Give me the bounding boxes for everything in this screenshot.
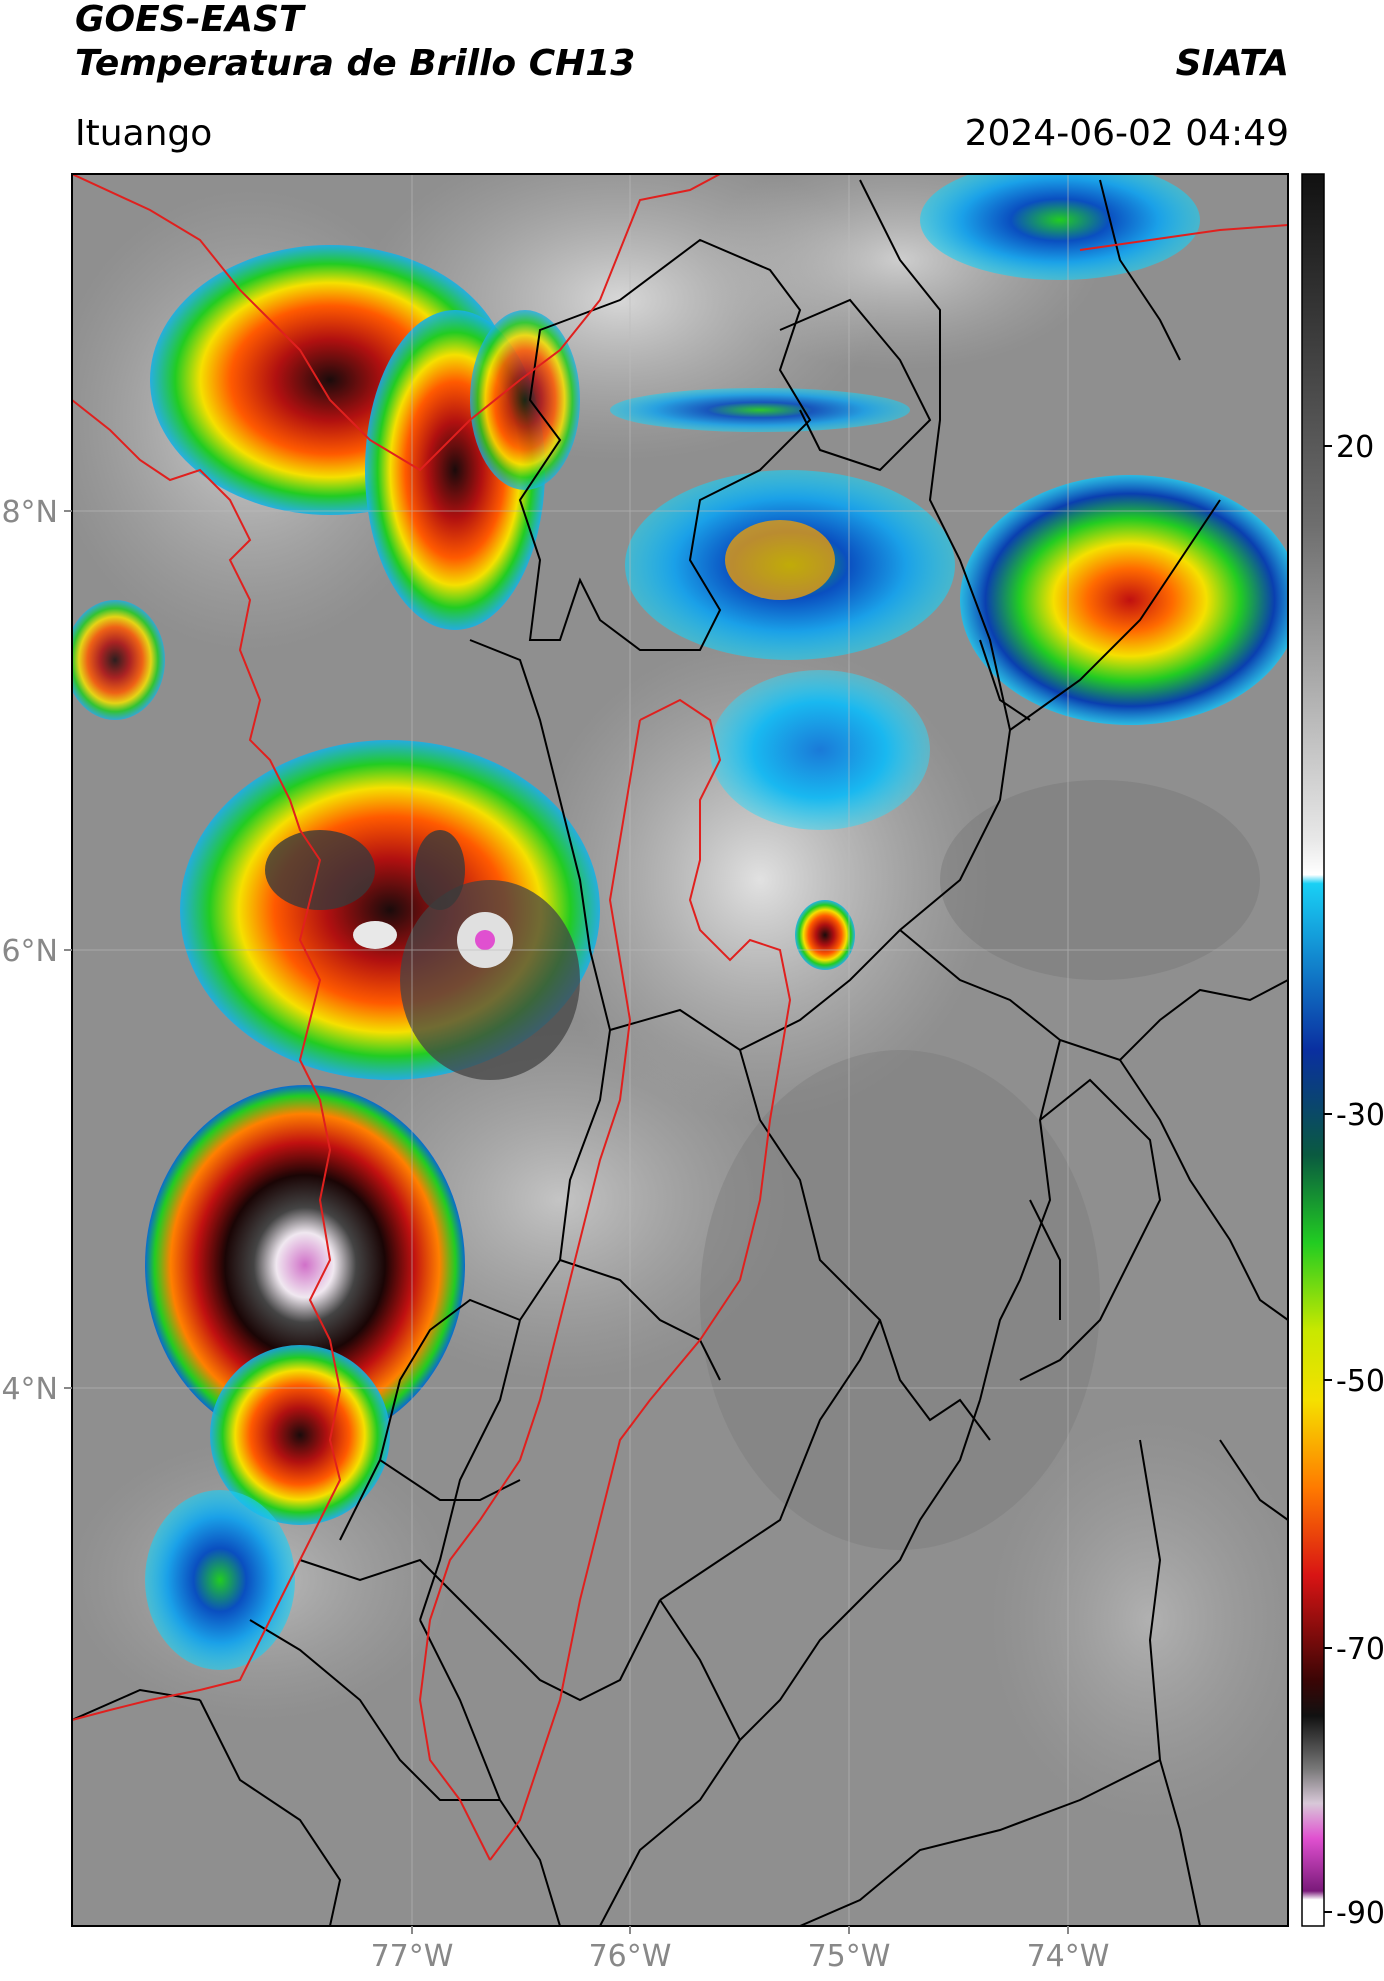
lon-ticks [411,1926,1069,1934]
map-frame [71,173,1289,1927]
convective-storm-northwest [150,245,580,630]
colorbar-label-minus50: -50 [1336,1364,1384,1399]
colorbar-label-minus90: -90 [1336,1896,1384,1931]
colorbar: 20 -30 -50 -70 -90 [1301,173,1384,1931]
map-panel [72,174,1288,1926]
convective-storm-band-north [610,388,955,830]
convective-storm-west-small [72,600,165,720]
lat-label-8n: 8°N [1,495,58,530]
lon-label-77w: 77°W [371,1939,454,1974]
lat-label-4n: 4°N [1,1372,58,1407]
product-title: Temperatura de Brillo CH13 [75,43,636,84]
lon-label-76w: 76°W [589,1939,672,1974]
brand-label: SIATA [1175,43,1289,84]
colorbar-label-minus70: -70 [1336,1632,1384,1667]
colorbar-label-20: 20 [1336,430,1374,465]
colorbar-ticks [1324,445,1332,1913]
convective-storm-central-west [180,740,600,1080]
lon-label-74w: 74°W [1027,1939,1110,1974]
location-label: Ituango [75,113,213,154]
datetime-label: 2024-06-02 04:49 [964,113,1289,154]
lat-ticks [64,510,72,1389]
colorbar-gradient [1301,173,1325,1927]
admin-borders [72,179,1288,1926]
colorbar-label-minus30: -30 [1336,1098,1384,1133]
satellite-title: GOES-EAST [75,0,304,40]
country-borders [72,174,1288,1861]
lat-label-6n: 6°N [1,934,58,969]
lon-label-75w: 75°W [808,1939,891,1974]
convective-storm-east [920,174,1288,725]
